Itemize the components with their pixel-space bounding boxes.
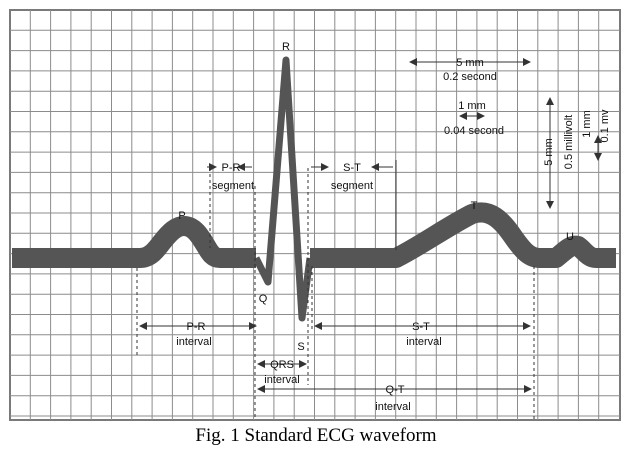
q-wave-label: Q (259, 293, 268, 305)
scale-point-one-mv-label: 0.1 mv (599, 109, 611, 143)
r-wave-label: R (282, 41, 290, 53)
pr-segment-label-line1: P-R (222, 162, 241, 174)
pr-interval-label-line2: interval (176, 336, 211, 348)
t-wave-label: T (471, 200, 478, 212)
scale-five-mm-label: 5 mm (456, 57, 484, 69)
scale-five-mm-vertical-label: 5 mm (543, 138, 555, 166)
qt-interval-label-line2: interval (375, 401, 410, 413)
u-wave-label: U (566, 231, 574, 243)
st-interval-label-line2: interval (406, 336, 441, 348)
st-interval-label-line1: S-T (412, 321, 430, 333)
scale-one-mm-vertical-label: 1 mm (581, 110, 593, 138)
st-segment-label-line1: S-T (343, 162, 361, 174)
qt-interval-label-line1: Q-T (386, 384, 405, 396)
interval-arrows (139, 58, 602, 393)
qrs-interval-label-line1: QRS (270, 359, 294, 371)
st-segment-label-line2: segment (331, 180, 373, 192)
scale-one-mm-label: 1 mm (458, 100, 486, 112)
p-wave-label: P (178, 210, 185, 222)
scale-point-zero-four-second-label: 0.04 second (444, 125, 504, 137)
ecg-trace (12, 56, 616, 322)
baseline-left (12, 216, 256, 268)
figure-caption: Fig. 1 Standard ECG waveform (195, 425, 437, 446)
scale-point-two-second-label: 0.2 second (443, 71, 497, 83)
qrs-interval-label-line2: interval (264, 374, 299, 386)
dashed-markers (136, 168, 535, 420)
pr-segment-label-line2: segment (212, 180, 254, 192)
scale-half-millivolt-label: 0.5 millivolt (563, 115, 575, 169)
qrs-complex (252, 56, 314, 322)
pr-interval-label-line1: P-R (187, 321, 206, 333)
s-wave-label: S (297, 341, 304, 353)
baseline-right (310, 202, 616, 268)
